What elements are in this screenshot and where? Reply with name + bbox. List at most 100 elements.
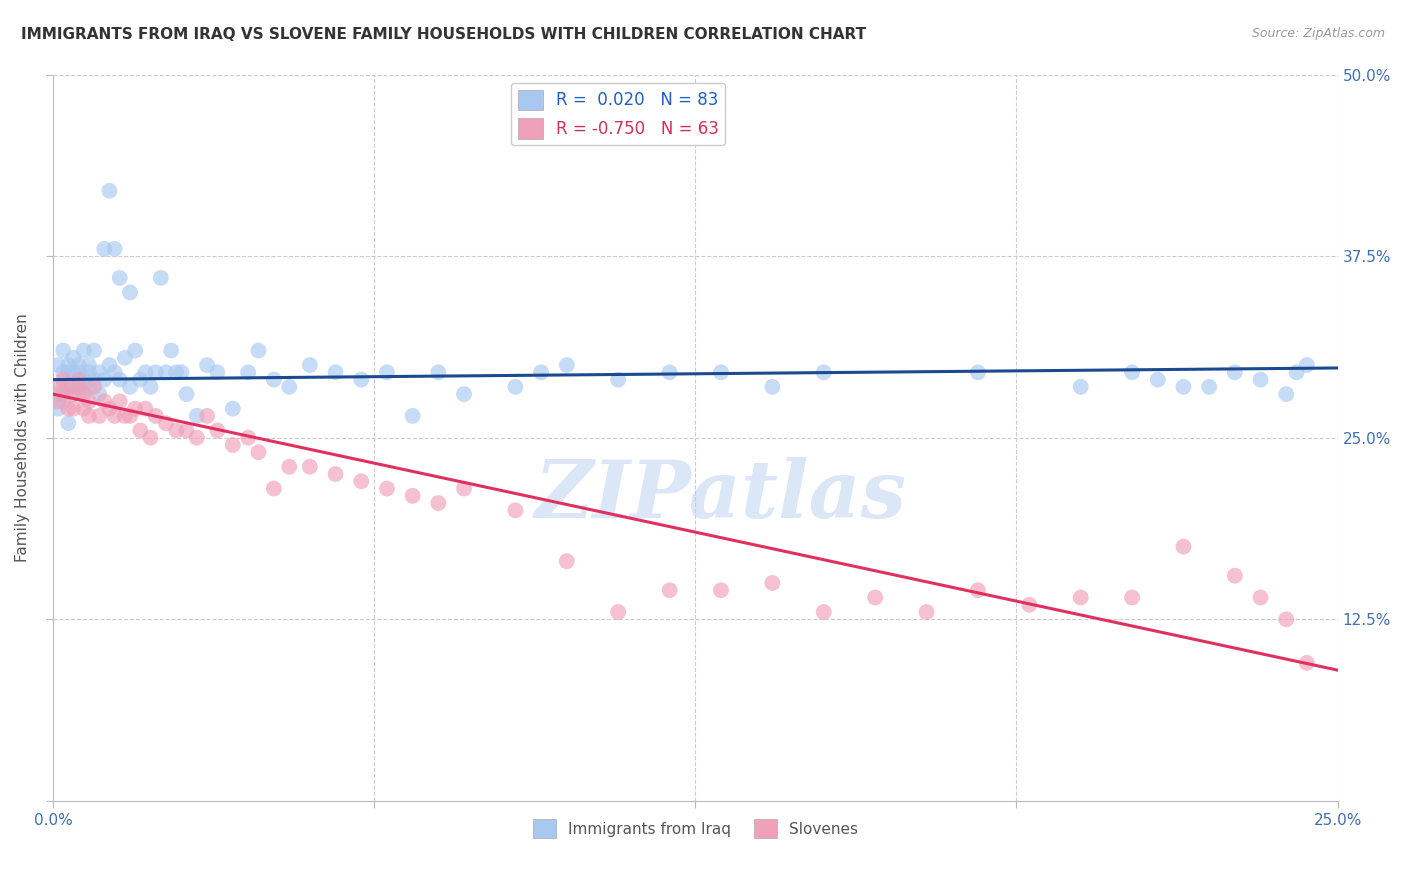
Point <box>195 409 218 423</box>
Legend: Immigrants from Iraq, Slovenes: Immigrants from Iraq, Slovenes <box>527 814 863 844</box>
Point <box>1173 380 1195 394</box>
Point <box>108 271 131 285</box>
Point <box>52 343 75 358</box>
Point <box>73 343 96 358</box>
Point <box>73 387 96 401</box>
Point <box>1121 365 1143 379</box>
Point <box>139 431 162 445</box>
Point <box>170 365 193 379</box>
Point <box>176 387 198 401</box>
Point <box>1173 540 1195 554</box>
Point <box>813 365 835 379</box>
Point <box>52 394 75 409</box>
Point <box>967 583 990 598</box>
Point <box>453 482 475 496</box>
Point <box>89 365 111 379</box>
Point <box>263 373 285 387</box>
Point <box>207 365 229 379</box>
Point <box>58 416 80 430</box>
Point <box>83 380 105 394</box>
Point <box>46 358 69 372</box>
Point <box>67 380 90 394</box>
Point <box>98 358 121 372</box>
Point <box>108 373 131 387</box>
Point <box>62 387 84 401</box>
Point <box>73 401 96 416</box>
Point <box>58 380 80 394</box>
Point <box>77 365 100 379</box>
Point <box>145 365 167 379</box>
Point <box>427 496 450 510</box>
Point <box>1018 598 1040 612</box>
Point <box>278 459 301 474</box>
Point <box>505 380 527 394</box>
Point <box>93 373 115 387</box>
Point <box>555 554 578 568</box>
Point <box>186 431 208 445</box>
Point <box>129 424 152 438</box>
Point <box>453 387 475 401</box>
Point <box>607 605 630 619</box>
Point <box>165 424 187 438</box>
Point <box>325 467 347 481</box>
Point <box>222 438 245 452</box>
Point <box>98 184 121 198</box>
Point <box>58 365 80 379</box>
Point <box>77 409 100 423</box>
Point <box>52 373 75 387</box>
Y-axis label: Family Households with Children: Family Households with Children <box>15 313 30 562</box>
Point <box>98 401 121 416</box>
Point <box>1250 591 1272 605</box>
Point <box>658 365 681 379</box>
Point <box>1250 373 1272 387</box>
Point <box>46 401 69 416</box>
Point <box>1198 380 1220 394</box>
Point <box>67 358 90 372</box>
Point <box>114 351 136 365</box>
Point <box>505 503 527 517</box>
Point <box>155 416 177 430</box>
Point <box>134 401 156 416</box>
Point <box>238 431 260 445</box>
Point <box>325 365 347 379</box>
Point <box>401 409 423 423</box>
Point <box>89 409 111 423</box>
Point <box>118 380 141 394</box>
Point <box>1223 365 1246 379</box>
Point <box>134 365 156 379</box>
Point <box>103 365 125 379</box>
Point <box>52 365 75 379</box>
Point <box>52 380 75 394</box>
Point <box>375 365 398 379</box>
Point <box>350 475 373 489</box>
Point <box>350 373 373 387</box>
Point <box>222 401 245 416</box>
Point <box>1070 380 1092 394</box>
Point <box>118 285 141 300</box>
Point <box>73 373 96 387</box>
Point <box>46 387 69 401</box>
Point <box>145 409 167 423</box>
Point <box>67 373 90 387</box>
Point <box>93 394 115 409</box>
Point <box>58 380 80 394</box>
Point <box>67 365 90 379</box>
Point <box>83 373 105 387</box>
Point <box>863 591 886 605</box>
Point <box>103 242 125 256</box>
Point <box>427 365 450 379</box>
Point <box>62 351 84 365</box>
Point <box>160 343 183 358</box>
Point <box>247 445 270 459</box>
Point <box>83 343 105 358</box>
Point <box>247 343 270 358</box>
Point <box>67 387 90 401</box>
Point <box>124 401 146 416</box>
Point <box>165 365 187 379</box>
Point <box>1121 591 1143 605</box>
Point <box>530 365 553 379</box>
Point <box>238 365 260 379</box>
Point <box>1295 358 1317 372</box>
Point <box>607 373 630 387</box>
Point <box>176 424 198 438</box>
